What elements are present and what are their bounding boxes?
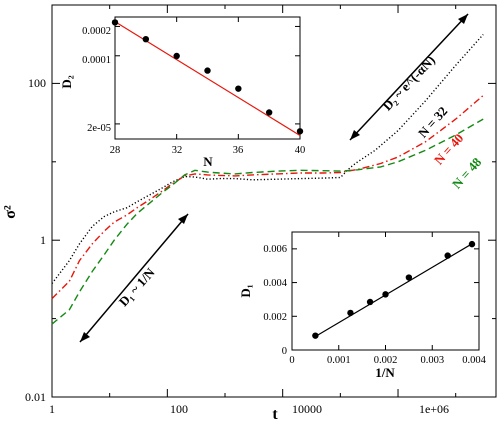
inset-d1-x-tick-label: 0.001 <box>327 355 351 366</box>
inset-d1-fit-line <box>315 243 473 338</box>
inset-d2-x-axis-label: N <box>203 154 213 169</box>
series-label-n48: N = 48 <box>449 154 485 191</box>
series-label-n32: N = 32 <box>415 103 450 140</box>
inset-d2-point <box>173 52 180 60</box>
x-tick-label: 1 <box>49 402 55 416</box>
inset-d1-y-tick-label: 0.006 <box>263 244 287 255</box>
y-tick-label: 1 <box>40 233 46 247</box>
d2-arrow <box>349 13 469 141</box>
inset-d2-y-axis-label: D₂ <box>59 75 74 88</box>
y-axis-label: σ² <box>2 205 19 219</box>
inset-d2-point <box>204 67 211 74</box>
inset-d2-x-tick-label: 28 <box>110 145 121 156</box>
inset-d2-y-tick-label: 2e-05 <box>87 123 111 134</box>
inset-d1-point <box>366 298 374 306</box>
d2-annotation: D₂ ~ e^(-αN) <box>380 52 438 113</box>
inset-d1-point <box>382 291 389 298</box>
inset-d1-x-tick-label: 0.004 <box>462 355 486 366</box>
inset-d2-point <box>142 35 150 43</box>
inset-d1-x-tick-label: 0 <box>289 355 294 366</box>
y-tick-label: 0.01 <box>25 390 46 404</box>
series-line-3 <box>51 118 484 325</box>
inset-d2-point <box>235 85 242 92</box>
main-series-group <box>51 34 484 325</box>
series-line-1 <box>51 34 484 284</box>
x-axis-label: t <box>272 406 278 420</box>
inset-d2-point <box>296 128 304 135</box>
inset-d1-point <box>468 240 476 248</box>
x-tick-label: 100 <box>170 402 188 416</box>
inset-d1-x-tick-label: 0.003 <box>420 355 444 366</box>
inset-d2-point <box>265 109 273 116</box>
inset-d1-point <box>444 252 451 259</box>
y-tick-label: 100 <box>28 76 46 90</box>
d1-annotation: D₁ ~ 1/N <box>116 264 158 309</box>
inset-d1-point <box>347 309 354 317</box>
inset-d1-y-axis-label: D₁ <box>238 284 253 297</box>
d1-arrow <box>79 213 189 343</box>
inset-d1-point <box>312 332 319 339</box>
inset-d2-x-tick-label: 40 <box>295 145 306 156</box>
inset-d2-x-tick-label: 32 <box>172 145 183 156</box>
inset-d1-marks <box>291 232 480 351</box>
inset-d1-frame <box>291 231 480 351</box>
inset-d2-x-tick-label: 36 <box>233 145 244 156</box>
inset-d1-y-tick-label: 0 <box>282 346 287 357</box>
inset-d2-marks <box>111 17 304 139</box>
inset-d1-y-tick-label: 0.004 <box>263 278 287 289</box>
inset-d1-x-axis-label: 1/N <box>375 365 395 380</box>
inset-d2-point <box>111 19 119 26</box>
x-tick-label: 10000 <box>292 402 322 416</box>
inset-d1-x-tick-label: 0.002 <box>374 355 398 366</box>
series-label-n40: N = 40 <box>431 130 466 167</box>
main-ticks <box>51 4 496 398</box>
inset-d2-y-tick-label: 0.0001 <box>82 55 111 66</box>
series-line-2 <box>51 94 484 300</box>
inset-d2-y-tick-label: 0.0002 <box>82 26 111 37</box>
inset-d1-y-tick-label: 0.002 <box>263 312 287 323</box>
main-plot-frame <box>51 4 497 398</box>
inset-d1-point <box>405 274 413 281</box>
x-tick-label: 1e+06 <box>419 402 449 416</box>
